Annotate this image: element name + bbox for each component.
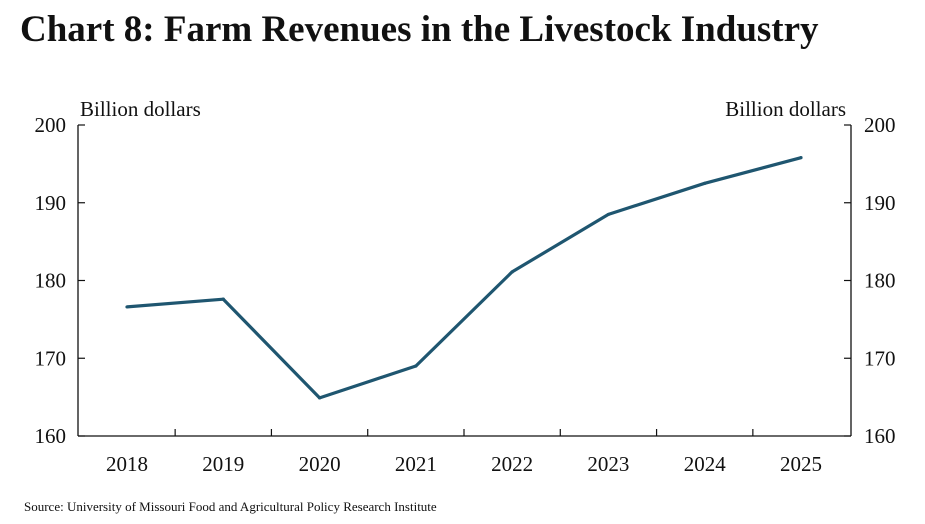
series-line xyxy=(126,156,802,400)
left-y-tick-label: 200 xyxy=(35,113,67,137)
source-note: Source: University of Missouri Food and … xyxy=(24,499,437,514)
right-y-tick-label: 190 xyxy=(864,191,896,215)
left-y-tick-label: 170 xyxy=(35,346,67,370)
x-tick-label: 2022 xyxy=(491,452,533,476)
x-tick-label: 2020 xyxy=(299,452,341,476)
left-y-tick-label: 190 xyxy=(35,191,67,215)
data-point xyxy=(414,364,418,368)
x-tick-label: 2018 xyxy=(106,452,148,476)
right-y-tick-label: 200 xyxy=(864,113,896,137)
data-point xyxy=(125,305,129,309)
x-tick-label: 2019 xyxy=(202,452,244,476)
chart-title: Chart 8: Farm Revenues in the Livestock … xyxy=(20,9,819,50)
right-y-tick-label: 160 xyxy=(864,424,896,448)
right-axis-title: Billion dollars xyxy=(725,97,846,121)
left-y-tick-label: 180 xyxy=(35,269,67,293)
left-axis-title: Billion dollars xyxy=(80,97,201,121)
x-tick-label: 2024 xyxy=(684,452,727,476)
series-layer xyxy=(125,156,803,400)
x-tick-label: 2023 xyxy=(587,452,629,476)
left-y-tick-label: 160 xyxy=(35,424,67,448)
right-y-tick-label: 170 xyxy=(864,346,896,370)
data-point xyxy=(606,212,611,217)
data-point xyxy=(703,181,707,185)
ticks: 160 160 170 170 180 180 190 190 200 200 2018 2019 20… xyxy=(35,113,896,476)
data-point xyxy=(221,297,225,301)
x-tick-label: 2025 xyxy=(780,452,822,476)
data-point xyxy=(317,396,322,400)
right-y-tick-label: 180 xyxy=(864,269,896,293)
data-point xyxy=(799,156,803,160)
axes xyxy=(77,125,852,437)
data-point xyxy=(510,270,514,274)
x-tick-label: 2021 xyxy=(395,452,437,476)
